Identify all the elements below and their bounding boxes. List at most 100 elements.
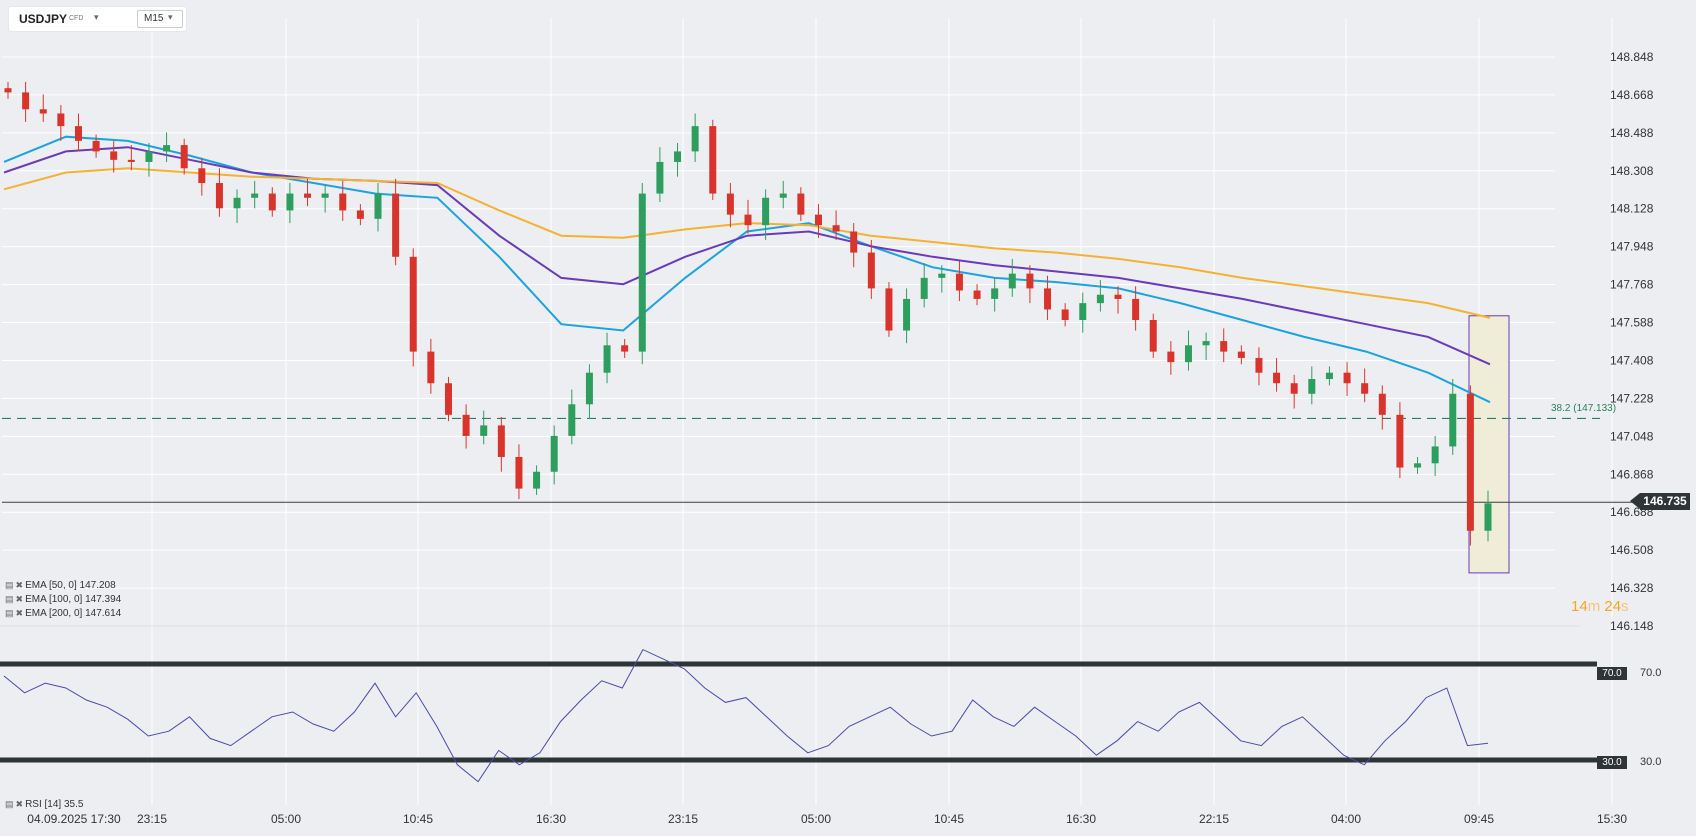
candle-body (638, 193, 646, 352)
price-tick-label: 147.768 (1610, 278, 1654, 292)
price-tick-label: 147.408 (1610, 353, 1654, 367)
time-tick-label: 05:00 (801, 812, 831, 826)
candle-body (991, 288, 999, 299)
candle-body (568, 404, 576, 436)
chevron-down-icon: ▾ (168, 12, 173, 22)
candle-body (674, 151, 682, 162)
candle-body (1308, 379, 1316, 394)
close-icon[interactable]: ✖ (15, 594, 24, 604)
settings-icon[interactable]: ▤ (5, 799, 14, 809)
candle-body (1061, 309, 1069, 321)
candle-body (1149, 320, 1157, 352)
candle-body (215, 183, 223, 209)
rsi-legend[interactable]: ▤ ✖ RSI [14] 35.5 (5, 799, 83, 810)
time-tick-label: 04.09.2025 17:30 (27, 812, 121, 826)
highlight-box (1468, 315, 1510, 574)
candle-body (180, 145, 188, 169)
indicator-ema100[interactable]: ▤ ✖ EMA [100, 0] 147.394 (5, 594, 121, 605)
candle-body (1220, 341, 1228, 352)
candle-body (1114, 294, 1122, 299)
candle-body (480, 425, 488, 436)
price-tick-label: 146.508 (1610, 543, 1654, 557)
candle-body (356, 210, 364, 219)
settings-icon[interactable]: ▤ (5, 580, 14, 590)
time-tick-label: 10:45 (934, 812, 964, 826)
candle-body (374, 193, 382, 219)
candle-body (621, 345, 629, 352)
candles (4, 81, 1492, 546)
candle-body (814, 214, 822, 226)
price-axis: 148.848 148.668 148.488 148.308 148.128 147.9… (1610, 50, 1654, 633)
candle-body (885, 288, 893, 331)
chevron-down-icon[interactable]: ▾ (94, 12, 99, 22)
rsi-lower-level: 30.0 (1640, 756, 1662, 768)
time-tick-label: 05:00 (271, 812, 301, 826)
indicator-ema200[interactable]: ▤ ✖ EMA [200, 0] 147.614 (5, 608, 121, 619)
candle-body (268, 193, 276, 211)
candle-body (1167, 351, 1175, 363)
time-tick-label: 22:15 (1199, 812, 1229, 826)
candle-body (726, 193, 734, 215)
indicator-ema50[interactable]: ▤ ✖ EMA [50, 0] 147.208 (5, 580, 116, 591)
candle-countdown: 14m 24s (1571, 598, 1629, 615)
candle-body (867, 252, 875, 289)
candle-body (973, 290, 981, 299)
price-tag-arrow (1630, 493, 1640, 509)
candle-body (1079, 303, 1087, 321)
settings-icon[interactable]: ▤ (5, 594, 14, 604)
candle-body (304, 193, 312, 198)
candle-body (1132, 298, 1140, 321)
candle-body (392, 193, 400, 257)
candle-body (233, 197, 241, 209)
candle-body (585, 372, 593, 405)
candle-body (4, 88, 12, 93)
candle-body (22, 92, 30, 110)
close-icon[interactable]: ✖ (15, 608, 24, 618)
price-tick-label: 146.868 (1610, 467, 1654, 481)
price-tick-label: 148.308 (1610, 164, 1654, 178)
candle-body (1325, 372, 1333, 380)
close-icon[interactable]: ✖ (15, 580, 24, 590)
rsi-panel (0, 648, 1597, 783)
candle-body (1290, 383, 1298, 394)
timeframe-selector[interactable]: M15 ▾ (137, 10, 183, 28)
time-tick-label: 16:30 (1066, 812, 1096, 826)
candle-body (1466, 393, 1474, 531)
candle-body (497, 425, 505, 457)
ema100-line (3, 146, 1491, 366)
candle-body (462, 414, 470, 436)
candle-body (1255, 357, 1263, 373)
candle-body (1484, 503, 1492, 531)
ema200-line (3, 167, 1491, 319)
candle-body (251, 193, 259, 198)
candle-body (57, 113, 65, 127)
candle-body (409, 256, 417, 352)
candle-body (832, 225, 840, 232)
candle-body (321, 193, 329, 198)
price-tick-label: 147.048 (1610, 429, 1654, 443)
candle-body (339, 193, 347, 211)
settings-icon[interactable]: ▤ (5, 608, 14, 618)
price-tick-label: 147.588 (1610, 316, 1654, 330)
highlight-rect (1468, 315, 1510, 574)
fib-level-label: 38.2 (147.133) (1551, 403, 1617, 414)
candle-body (163, 145, 171, 152)
symbol-selector[interactable]: USDJPY CFD ▾ M15 ▾ (9, 7, 186, 31)
time-tick-label: 23:15 (668, 812, 698, 826)
rsi-line (3, 648, 1489, 783)
price-tick-label: 148.488 (1610, 126, 1654, 140)
rsi-upper-tag: 70.0 (1597, 667, 1627, 680)
candle-body (709, 126, 717, 194)
grid-lines (0, 18, 1613, 805)
close-icon[interactable]: ✖ (15, 799, 24, 809)
price-tick-label: 147.948 (1610, 240, 1654, 254)
time-tick-label: 23:15 (137, 812, 167, 826)
rsi-upper-level: 70.0 (1640, 667, 1662, 679)
rsi-label: RSI [14] 35.5 (25, 799, 84, 810)
candle-body (938, 273, 946, 278)
candle-body (1378, 393, 1386, 415)
price-tick-label: 148.668 (1610, 88, 1654, 102)
candle-body (1008, 273, 1016, 289)
indicator-label: EMA [100, 0] 147.394 (25, 594, 122, 605)
